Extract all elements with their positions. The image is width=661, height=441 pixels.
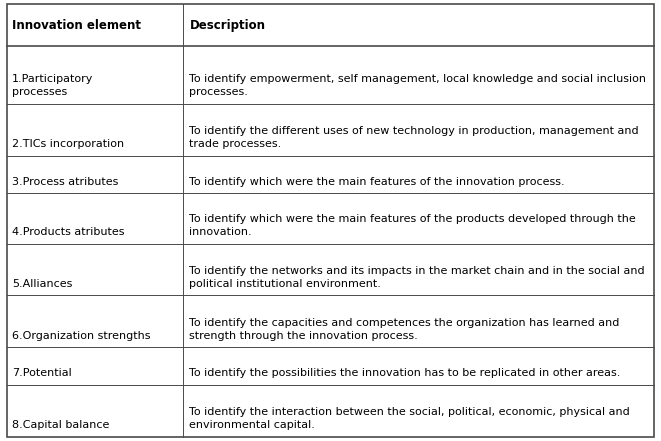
Text: Innovation element: Innovation element bbox=[12, 19, 141, 32]
Text: 3.Process atributes: 3.Process atributes bbox=[12, 176, 118, 187]
Text: 4.Products atributes: 4.Products atributes bbox=[12, 227, 124, 237]
Text: To identify the possibilities the innovation has to be replicated in other areas: To identify the possibilities the innova… bbox=[190, 368, 621, 378]
Text: To identify the different uses of new technology in production, management and
t: To identify the different uses of new te… bbox=[190, 126, 639, 149]
Text: 6.Organization strengths: 6.Organization strengths bbox=[12, 331, 151, 340]
Text: To identify the networks and its impacts in the market chain and in the social a: To identify the networks and its impacts… bbox=[190, 266, 645, 289]
Text: To identify the capacities and competences the organization has learned and
stre: To identify the capacities and competenc… bbox=[190, 318, 620, 340]
Text: 5.Alliances: 5.Alliances bbox=[12, 279, 72, 289]
Text: To identify empowerment, self management, local knowledge and social inclusion
p: To identify empowerment, self management… bbox=[190, 75, 646, 97]
Text: 2.TICs incorporation: 2.TICs incorporation bbox=[12, 139, 124, 149]
Text: 1.Participatory
processes: 1.Participatory processes bbox=[12, 75, 93, 97]
Text: To identify the interaction between the social, political, economic, physical an: To identify the interaction between the … bbox=[190, 407, 630, 430]
Text: To identify which were the main features of the products developed through the
i: To identify which were the main features… bbox=[190, 214, 636, 237]
Text: 7.Potential: 7.Potential bbox=[12, 368, 71, 378]
Text: 8.Capital balance: 8.Capital balance bbox=[12, 420, 109, 430]
Text: Description: Description bbox=[190, 19, 266, 32]
Text: To identify which were the main features of the innovation process.: To identify which were the main features… bbox=[190, 176, 565, 187]
